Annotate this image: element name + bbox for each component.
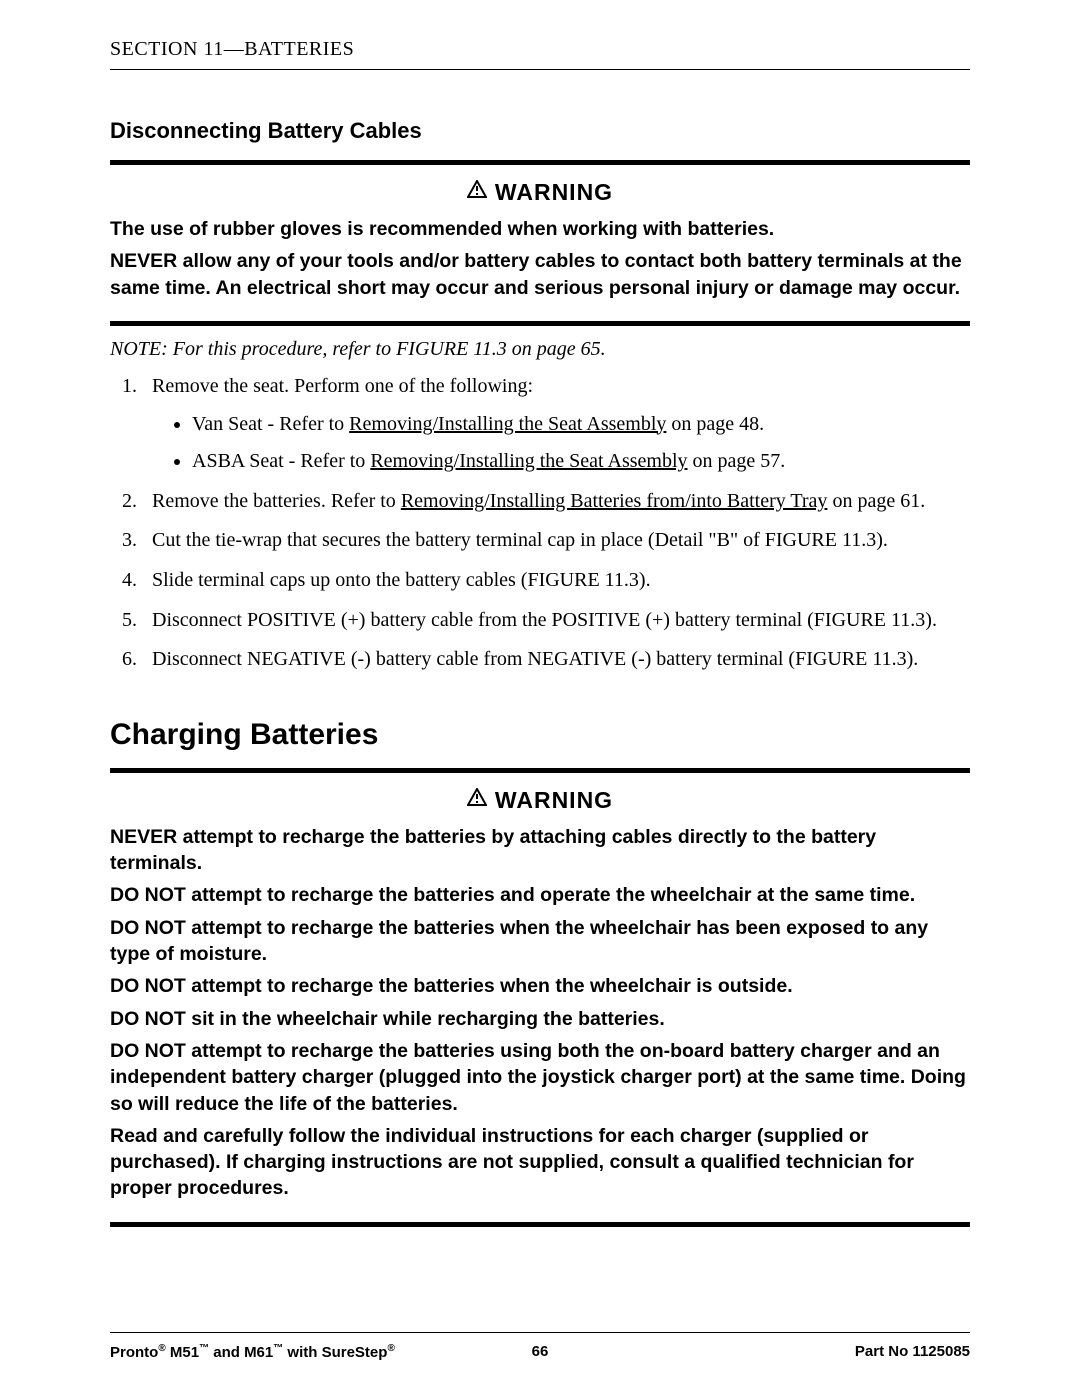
step-1-bullet-1: Van Seat - Refer to Removing/Installing … (192, 411, 970, 439)
step-1-bullet-2: ASBA Seat - Refer to Removing/Installing… (192, 448, 970, 476)
warning2-p4: DO NOT attempt to recharge the batteries… (110, 973, 970, 999)
subheading-disconnecting: Disconnecting Battery Cables (110, 118, 970, 144)
step-1-intro: Remove the seat. Perform one of the foll… (152, 375, 533, 397)
s1b1-post: on page 48. (666, 413, 764, 435)
step-2: Remove the batteries. Refer to Removing/… (142, 488, 970, 516)
s1b2-link: Removing/Installing the Seat Assembly (370, 450, 687, 472)
warning1-p2: NEVER allow any of your tools and/or bat… (110, 248, 970, 301)
warning-title-text-1: WARNING (495, 179, 613, 205)
warning-title-2: WARNING (110, 773, 970, 824)
warning2-p1: NEVER attempt to recharge the batteries … (110, 824, 970, 877)
step-6: Disconnect NEGATIVE (-) battery cable fr… (142, 646, 970, 674)
warning-block-2: WARNING NEVER attempt to recharge the ba… (110, 768, 970, 1227)
s1b1-link: Removing/Installing the Seat Assembly (349, 413, 666, 435)
warning2-p2: DO NOT attempt to recharge the batteries… (110, 882, 970, 908)
warning-icon (467, 785, 487, 812)
s2-post: on page 61. (827, 490, 925, 512)
warning-block-1: WARNING The use of rubber gloves is reco… (110, 160, 970, 326)
step-1: Remove the seat. Perform one of the foll… (142, 373, 970, 476)
section-header-text: SECTION 11—BATTERIES (110, 38, 354, 60)
note-1: NOTE: For this procedure, refer to FIGUR… (110, 338, 970, 361)
warning2-p6: DO NOT attempt to recharge the batteries… (110, 1038, 970, 1117)
warning-title-1: WARNING (110, 165, 970, 216)
warning2-p3: DO NOT attempt to recharge the batteries… (110, 915, 970, 968)
page-footer: Pronto® M51™ and M61™ with SureStep® 66 … (110, 1332, 970, 1361)
steps-list: Remove the seat. Perform one of the foll… (142, 373, 970, 674)
step-4: Slide terminal caps up onto the battery … (142, 567, 970, 595)
s2-pre: Remove the batteries. Refer to (152, 490, 401, 512)
s1b1-pre: Van Seat - Refer to (192, 413, 349, 435)
step-5: Disconnect POSITIVE (+) battery cable fr… (142, 607, 970, 635)
heading-charging: Charging Batteries (110, 718, 970, 752)
warning1-p1: The use of rubber gloves is recommended … (110, 216, 970, 242)
warning2-p5: DO NOT sit in the wheelchair while recha… (110, 1006, 970, 1032)
section-header: SECTION 11—BATTERIES (110, 38, 970, 70)
step-1-bullets: Van Seat - Refer to Removing/Installing … (192, 411, 970, 476)
s1b2-pre: ASBA Seat - Refer to (192, 450, 370, 472)
s1b2-post: on page 57. (688, 450, 786, 472)
warning-icon (467, 177, 487, 204)
warning-title-text-2: WARNING (495, 787, 613, 813)
footer-page-number: 66 (110, 1343, 970, 1360)
warning2-p7: Read and carefully follow the individual… (110, 1123, 970, 1202)
s2-link: Removing/Installing Batteries from/into … (401, 490, 828, 512)
step-3: Cut the tie-wrap that secures the batter… (142, 527, 970, 555)
